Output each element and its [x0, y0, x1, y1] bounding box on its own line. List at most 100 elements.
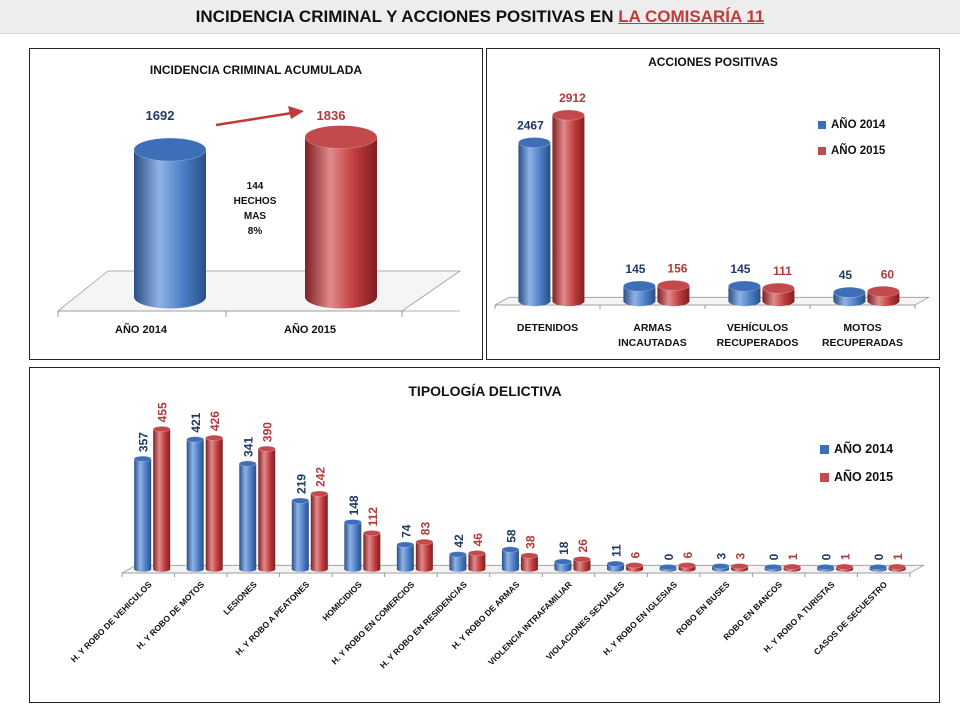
- data-label: 3: [734, 552, 748, 559]
- chart-title: INCIDENCIA CRIMINAL ACUMULADA: [150, 63, 363, 77]
- data-label: 357: [137, 432, 151, 452]
- legend-label: AÑO 2014: [834, 441, 893, 456]
- x-tick-label: HOMICIDIOS: [320, 579, 364, 623]
- data-label: 148: [347, 495, 361, 515]
- bar-2014: [659, 564, 677, 572]
- bar-2014-body: [554, 561, 572, 570]
- x-tick-label: ROBO EN BUSES: [674, 579, 732, 637]
- bar-2015-body: [520, 555, 538, 570]
- data-label: 1: [891, 553, 905, 560]
- legend-label: AÑO 2015: [831, 144, 886, 157]
- bar-2014: [711, 563, 730, 572]
- bar-2015-body: [468, 553, 486, 570]
- bar-2014: [554, 558, 572, 572]
- legend-swatch: [820, 445, 829, 454]
- bar-2014: [133, 455, 152, 572]
- bar-2014-top: [186, 436, 205, 443]
- bar-2015-body: [415, 541, 433, 570]
- data-label: 6: [681, 552, 695, 559]
- trend-arrow-line: [215, 111, 293, 127]
- bar-2014: [396, 541, 415, 572]
- data-label: 11: [609, 544, 623, 557]
- bar-2014-bottom: [501, 566, 519, 572]
- bar-2015-bottom: [552, 295, 585, 307]
- x-tick-label: RECUPERADOS: [717, 337, 799, 349]
- x-tick-label: VEHÍCULOS: [727, 321, 788, 334]
- data-label: 455: [156, 402, 170, 422]
- data-label: 145: [625, 262, 645, 276]
- bar-2015-bottom: [153, 566, 171, 572]
- bar-2014: [728, 280, 761, 307]
- data-label: 1: [786, 553, 800, 560]
- bar-2014-top: [728, 280, 761, 292]
- bar-2014: [816, 564, 835, 572]
- page-title: INCIDENCIA CRIMINAL Y ACCIONES POSITIVAS…: [0, 0, 960, 34]
- bar-2014-body: [518, 142, 551, 302]
- data-label: 1692: [146, 108, 175, 123]
- bar-2015-bottom: [657, 295, 690, 307]
- bar-2015: [552, 109, 585, 307]
- chart-acciones: ACCIONES POSITIVAS 2467 2912 DETENIDOS 145 15…: [494, 55, 930, 349]
- data-label: 26: [576, 539, 590, 553]
- bar-2014-top: [833, 286, 866, 298]
- bar-2015: [304, 125, 378, 309]
- bar-2015: [783, 563, 801, 572]
- bar-2015: [867, 285, 900, 307]
- bar-2015: [762, 282, 795, 307]
- data-label: 58: [504, 529, 518, 543]
- data-label: 46: [471, 533, 485, 547]
- bar-2014: [133, 137, 207, 309]
- bar-2015-top: [468, 550, 486, 557]
- bar-2015-top: [520, 552, 539, 559]
- data-label: 42: [452, 534, 466, 548]
- bar-2015-top: [415, 538, 434, 545]
- bar-2014: [238, 460, 257, 572]
- x-tick-label: LESIONES: [221, 579, 259, 617]
- bar-2015-bottom: [258, 566, 276, 572]
- bar-2014-bottom: [134, 566, 152, 572]
- x-tick-label: MOTOS: [843, 322, 881, 334]
- chart-title: TIPOLOGÍA DELICTIVA: [408, 383, 561, 399]
- bar-2015-top: [730, 563, 749, 570]
- bar-2014: [623, 280, 656, 307]
- bar-2015: [625, 562, 644, 572]
- x-tick-label: ARMAS: [633, 322, 672, 334]
- bar-2015: [363, 530, 381, 572]
- bar-2014-body: [134, 149, 206, 297]
- panel-tipologia: TIPOLOGÍA DELICTIVA 357 455 H. Y ROBO DE VE…: [29, 367, 940, 703]
- bar-2015-bottom: [762, 295, 795, 307]
- chart-incidencia: INCIDENCIA CRIMINAL ACUMULADA 1692 AÑO 201…: [56, 63, 462, 336]
- bar-2014: [449, 551, 467, 572]
- bar-2014-top: [133, 137, 207, 162]
- panel-acciones: ACCIONES POSITIVAS 2467 2912 DETENIDOS 145 15…: [486, 48, 940, 360]
- x-tick-label: INCAUTADAS: [618, 337, 687, 349]
- bar-2014-top: [291, 497, 310, 504]
- bar-2015-body: [552, 115, 585, 302]
- data-label: 145: [730, 262, 750, 276]
- bar-2015-body: [573, 559, 591, 570]
- x-tick-label: DETENIDOS: [517, 322, 578, 334]
- bar-2014: [344, 519, 362, 572]
- bar-2015-top: [304, 125, 378, 149]
- bar-2015: [573, 556, 591, 572]
- bar-2015-body: [153, 429, 171, 570]
- bar-2014-bottom: [134, 285, 206, 309]
- x-tick-label: H. Y ROBO DE VEHICULOS: [69, 579, 154, 664]
- x-tick-label: H. Y ROBO EN COMERCIOS: [329, 579, 416, 666]
- bar-2014-top: [659, 564, 677, 571]
- bar-2014-body: [186, 439, 204, 570]
- bar-2015-top: [573, 556, 591, 563]
- data-label: 341: [242, 437, 256, 457]
- data-label: 74: [399, 524, 413, 538]
- bar-2015: [520, 552, 539, 572]
- bar-2014-top: [869, 564, 887, 571]
- bar-2014-bottom: [186, 566, 204, 572]
- bar-2015: [730, 563, 749, 572]
- bar-2014-top: [501, 546, 520, 553]
- bar-2015-top: [835, 563, 854, 570]
- bar-2015-top: [625, 562, 644, 569]
- legend-swatch: [818, 147, 826, 155]
- bar-2015-bottom: [468, 566, 486, 572]
- annotation-line: HECHOS: [234, 196, 277, 207]
- bar-2014-top: [449, 551, 467, 558]
